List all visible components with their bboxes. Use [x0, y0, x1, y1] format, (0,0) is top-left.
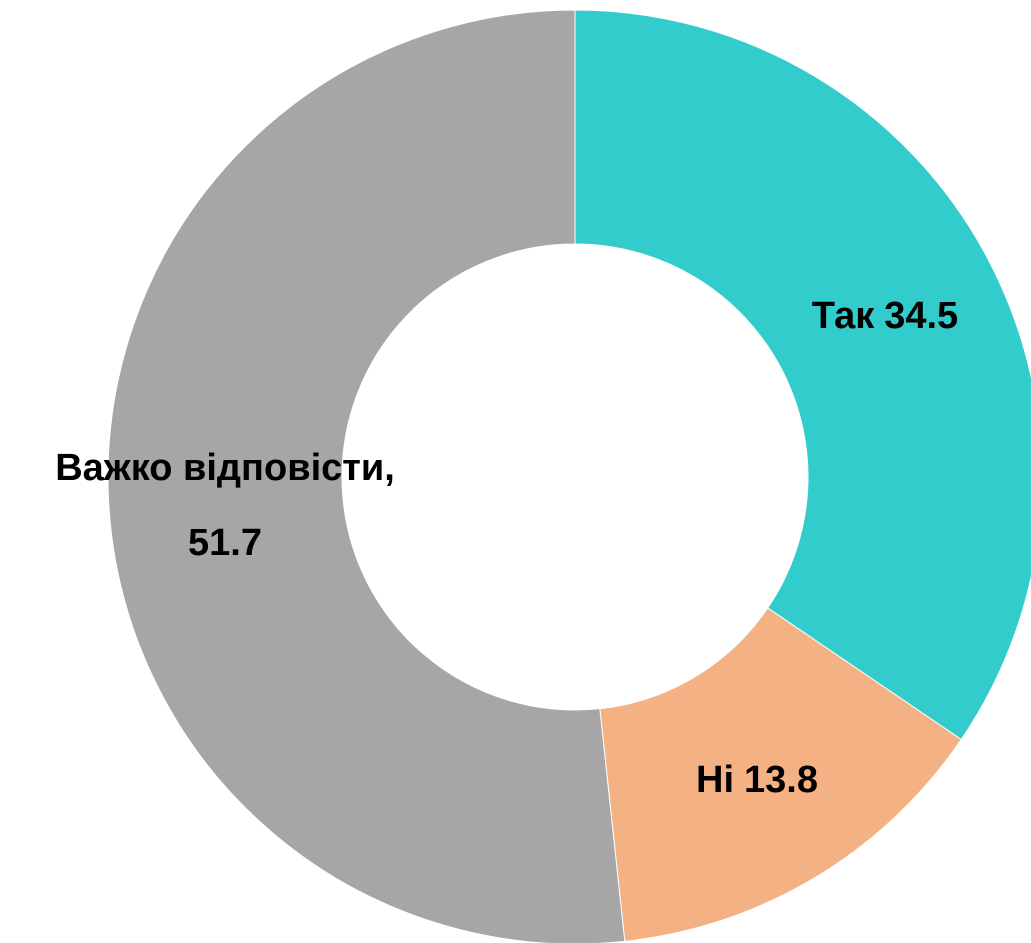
label-category: Важко відповісти,	[55, 447, 395, 489]
label-category: Ні	[696, 759, 734, 801]
donut-slice	[599, 607, 962, 942]
donut-slice	[574, 9, 1031, 741]
data-label: Ні 13.8	[696, 759, 818, 801]
label-value: 51.7	[188, 522, 262, 564]
label-category: Так	[812, 295, 875, 337]
donut-slice	[107, 9, 626, 943]
data-label: Важко відповісти, 51.7	[55, 447, 395, 564]
label-value: 13.8	[744, 759, 818, 801]
label-value: 34.5	[884, 295, 958, 337]
data-label: Так 34.5	[812, 295, 958, 337]
